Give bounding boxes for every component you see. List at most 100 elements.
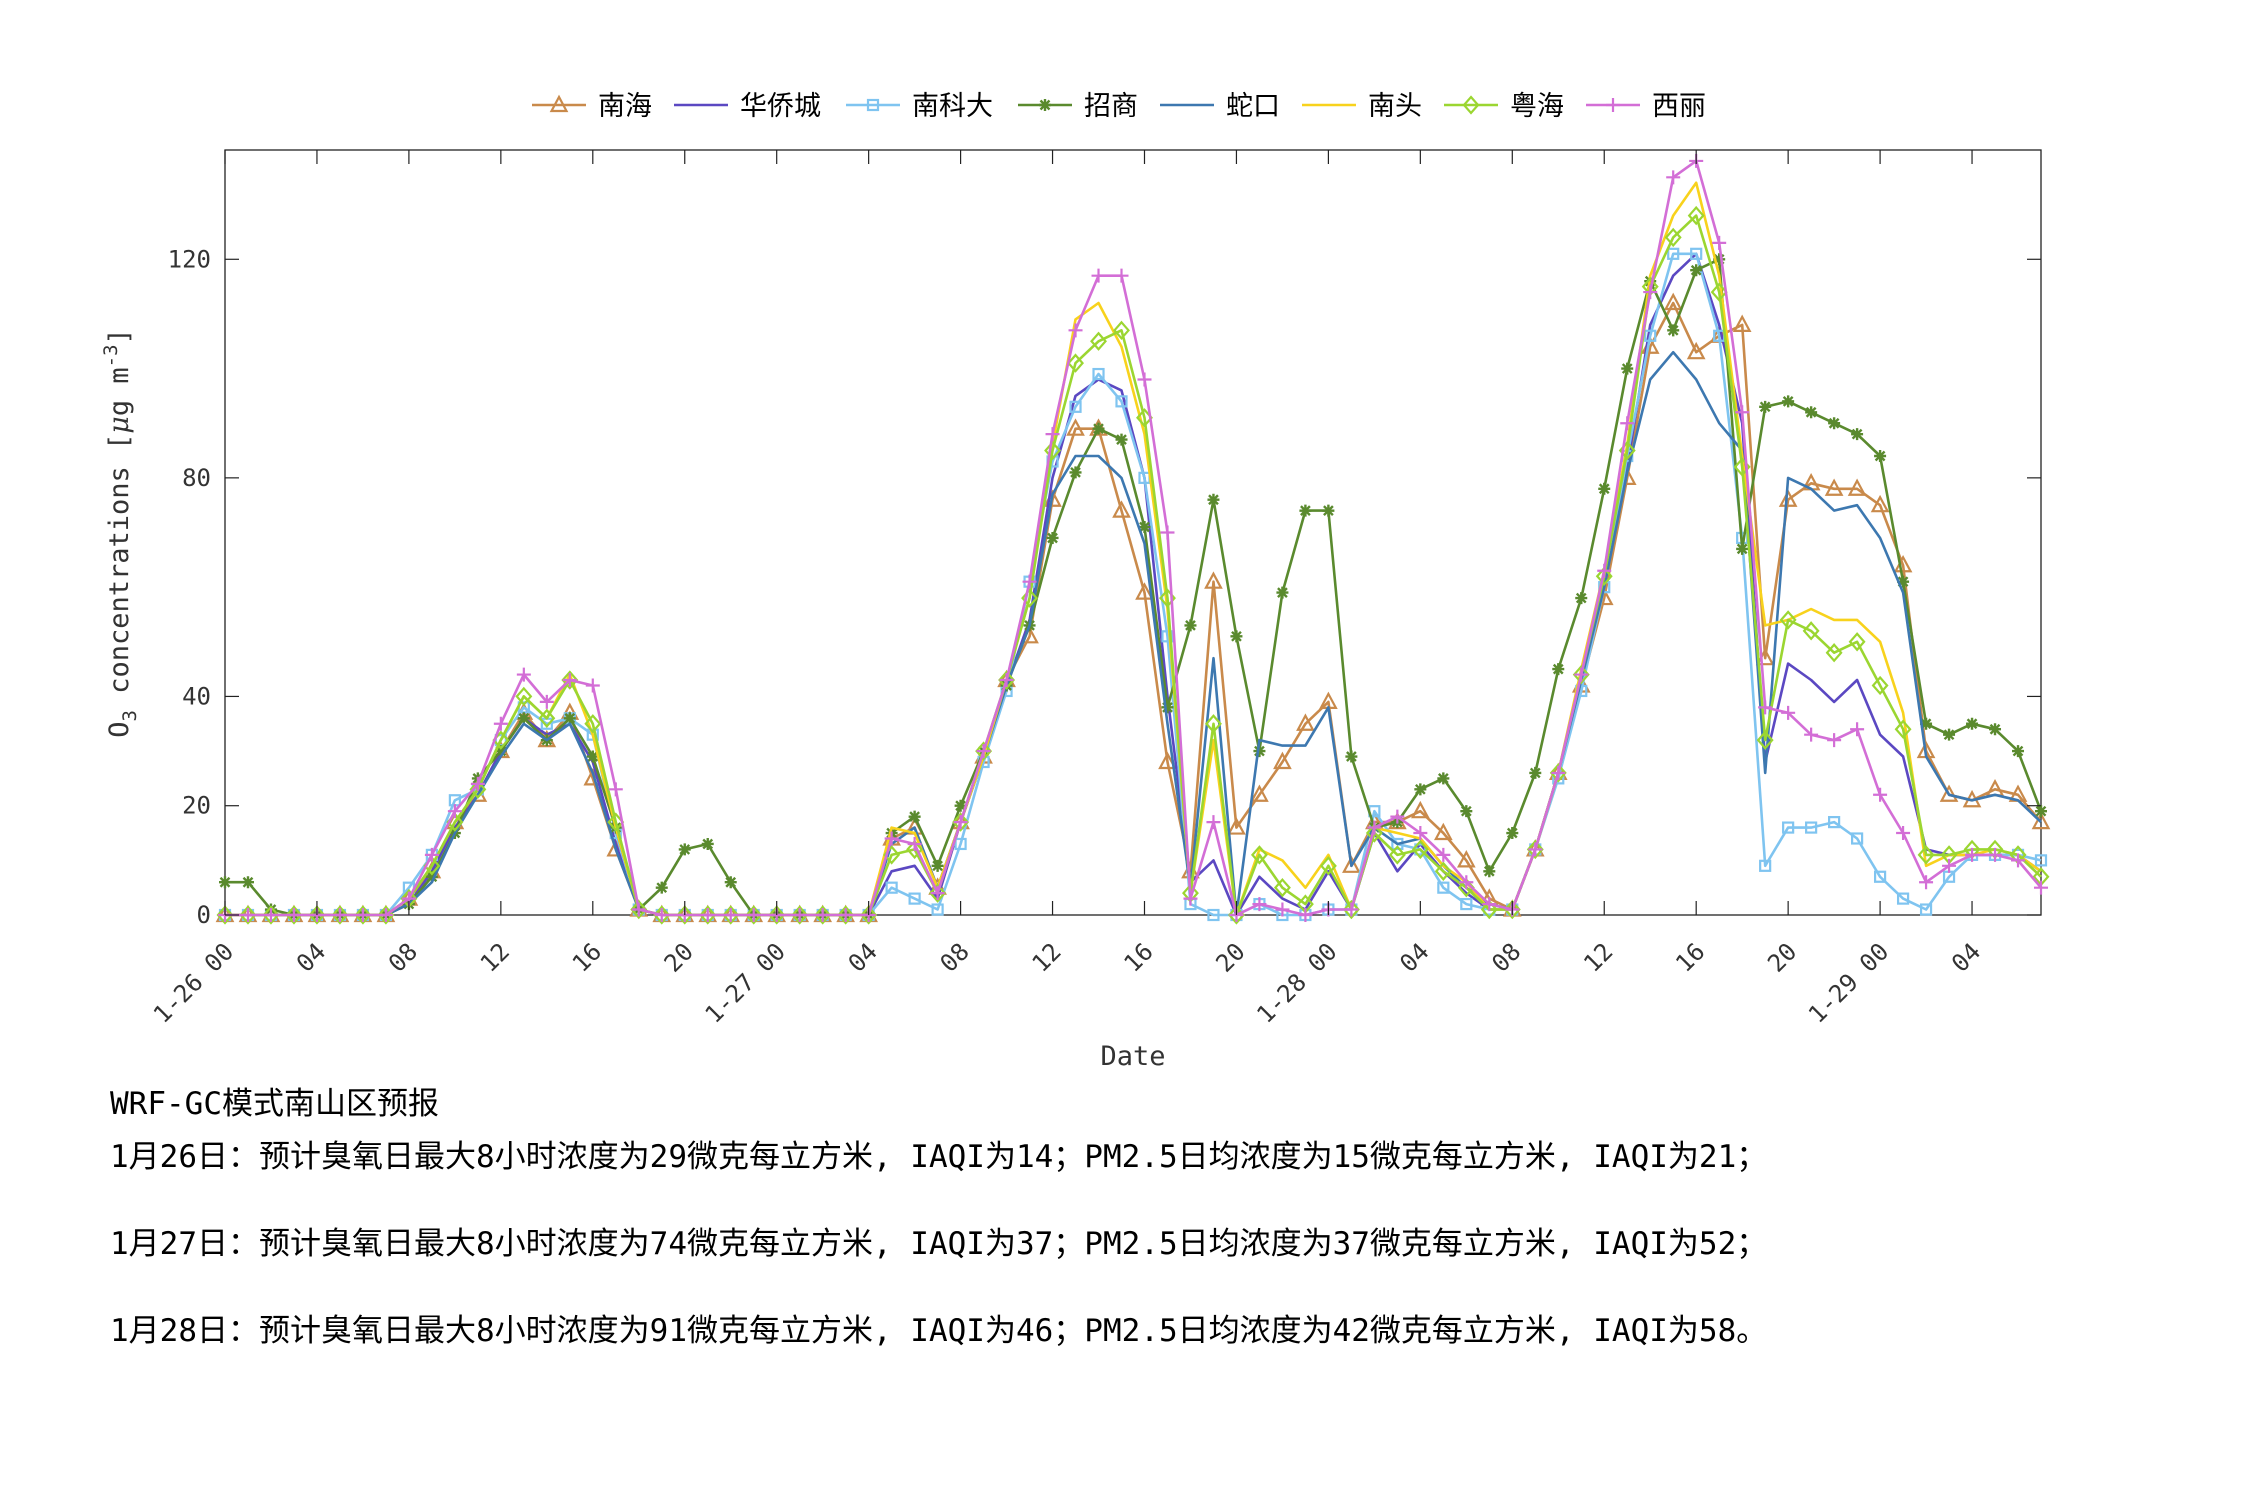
plot-area-frame	[224, 149, 2042, 916]
series-point	[1503, 899, 1521, 920]
series-point	[1756, 730, 1774, 750]
series-point	[700, 908, 715, 922]
series-point	[2034, 854, 2048, 867]
series-point	[1045, 427, 1060, 442]
legend-label: 南头	[1368, 91, 1422, 122]
x-tick-label: 12	[1027, 937, 1067, 977]
series-point	[515, 686, 533, 707]
series-point	[1433, 822, 1453, 841]
series-point	[1920, 717, 1933, 730]
series-point	[1759, 859, 1772, 872]
series-point	[1184, 619, 1197, 632]
series-point	[1367, 820, 1382, 835]
series-point	[608, 782, 623, 797]
series-point	[699, 905, 717, 925]
series-point	[1273, 751, 1292, 770]
series-point	[931, 859, 944, 872]
series-point	[838, 908, 853, 922]
series-point	[1276, 586, 1289, 599]
series-point	[239, 905, 257, 925]
series-point	[332, 908, 347, 922]
series-point	[2035, 805, 2047, 818]
series-point	[586, 750, 599, 763]
series-point	[1779, 610, 1797, 630]
series-point	[1828, 417, 1841, 430]
series-point	[1253, 745, 1266, 758]
series-point	[976, 744, 991, 759]
series-point	[1296, 713, 1315, 731]
series-point	[1873, 787, 1888, 802]
x-tick-label: 04	[1946, 937, 1986, 977]
series-point	[1802, 621, 1820, 641]
series-point	[1965, 847, 1980, 862]
series-point	[837, 905, 855, 925]
series-point	[908, 892, 921, 905]
x-tick-label: 04	[291, 937, 331, 977]
series-point	[1183, 891, 1198, 906]
series-point	[355, 908, 370, 922]
series-7	[218, 153, 2048, 922]
series-point	[1942, 858, 1957, 873]
series-point	[1643, 285, 1658, 300]
series-point	[1137, 372, 1152, 387]
legend-item: 南海	[532, 91, 652, 122]
series-point	[931, 903, 944, 916]
series-point	[216, 905, 234, 925]
x-tick-label: 08	[935, 937, 975, 977]
series-point	[2012, 745, 2025, 758]
legend-item: 粤海	[1444, 91, 1564, 122]
series-point	[1529, 766, 1542, 779]
series-point	[1252, 897, 1267, 912]
series-point	[1460, 805, 1473, 818]
series-point	[1342, 855, 1361, 873]
series-point	[1322, 504, 1335, 517]
series-point	[998, 670, 1016, 690]
o3-line-chart: 南海 华侨城 南科大 招商 蛇口 南头 粤海 西丽 0 20 40 80 120 1-26 00 04 0…	[100, 91, 2051, 1072]
series-point	[1344, 902, 1359, 917]
x-tick-label: 20	[1762, 937, 1802, 977]
series-point	[1411, 800, 1430, 819]
x-tick-label: 1-29 00	[1803, 937, 1894, 1028]
series-point	[1090, 331, 1107, 351]
x-tick-label: 12	[475, 937, 515, 977]
series-point	[1046, 531, 1059, 544]
series-point	[1549, 763, 1567, 783]
series-point	[1847, 478, 1867, 496]
series-point	[1161, 630, 1174, 643]
series-point	[1595, 566, 1613, 586]
series-point	[746, 908, 761, 922]
series-point	[1663, 292, 1683, 311]
series-point	[219, 876, 231, 889]
series-point	[1759, 400, 1772, 413]
series-point	[815, 908, 830, 922]
series-point	[241, 876, 254, 889]
series-point	[1713, 253, 1726, 266]
series-point	[724, 876, 737, 889]
series-point	[516, 667, 531, 682]
forecast-day-3: 1月28日：预计臭氧日最大8小时浓度为91微克每立方米, IAQI为46；PM2…	[110, 1313, 1768, 1349]
series-point	[1735, 405, 1750, 420]
series-point	[425, 870, 438, 883]
series-point	[1664, 227, 1682, 248]
legend-item: 南头	[1302, 91, 1422, 122]
y-tick-label: 0	[197, 901, 211, 929]
series-point	[563, 712, 576, 725]
legend-item: 西丽	[1586, 91, 1706, 122]
series-point	[2011, 853, 2026, 868]
y-tick-label: 80	[182, 464, 211, 492]
series-point	[263, 908, 278, 922]
series-point	[929, 883, 947, 903]
series-point	[792, 908, 807, 922]
forecast-day-1: 1月26日：预计臭氧日最大8小时浓度为29微克每立方米, IAQI为14；PM2…	[110, 1139, 1768, 1175]
series-point	[885, 881, 898, 894]
x-tick-label: 04	[843, 937, 883, 977]
series-point	[1068, 323, 1083, 338]
series-point	[538, 708, 556, 728]
series-point	[1782, 821, 1795, 834]
series-point	[1021, 588, 1039, 608]
series-point	[378, 908, 393, 922]
legend-marker	[549, 94, 569, 113]
y-tick-label: 20	[182, 792, 211, 820]
legend-label: 南科大	[912, 91, 993, 122]
series-point	[585, 678, 600, 693]
